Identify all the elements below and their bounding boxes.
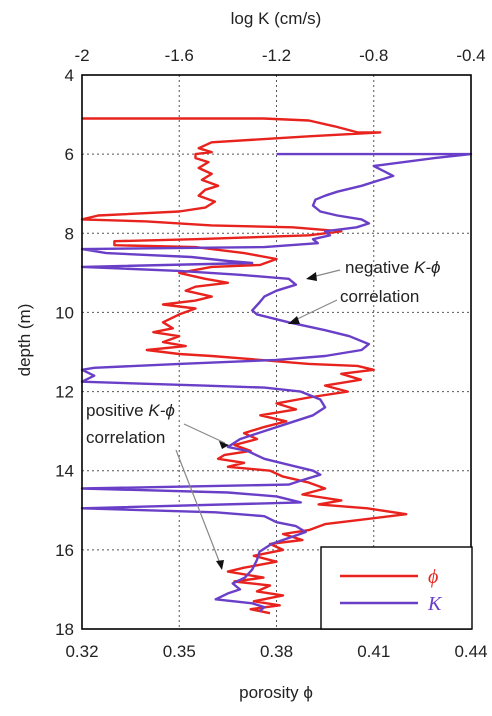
bottom-tick-labels: 0.32 0.35 0.38 0.41 0.44	[65, 642, 487, 661]
y-tick-label: 10	[55, 303, 74, 322]
left-tick-labels: 4 6 8 10 12 14 16 18	[55, 66, 74, 639]
y-tick-label: 14	[55, 462, 74, 481]
annotation-positive: positive K-ϕ correlation	[86, 401, 229, 570]
annotation-negative: negative K-ϕ correlation	[288, 258, 440, 324]
top-tick-label: -2	[74, 46, 89, 65]
y-axis-title: depth (m)	[15, 304, 34, 377]
plot-frame	[81, 74, 472, 630]
grid	[82, 75, 471, 629]
arrowhead-icon	[216, 560, 224, 570]
annotation-negative-line2: correlation	[340, 287, 419, 306]
y-tick-label: 16	[55, 541, 74, 560]
bottom-tick-label: 0.38	[260, 642, 293, 661]
top-tick-labels: -2 -1.6 -1.2 -0.8 -0.4	[74, 46, 485, 65]
y-tick-label: 4	[65, 66, 74, 85]
annotation-negative-line1: negative K-ϕ	[345, 258, 440, 277]
bottom-tick-label: 0.35	[163, 642, 196, 661]
y-tick-label: 6	[65, 145, 74, 164]
series-k-line	[80, 152, 473, 613]
top-axis-title: log K (cm/s)	[231, 9, 322, 28]
series-phi-line	[80, 117, 408, 615]
arrowhead-icon	[306, 272, 317, 281]
annotation-arrow	[183, 423, 226, 444]
legend-k-label: K	[427, 593, 443, 615]
legend-phi-label: ϕ	[428, 566, 438, 588]
bottom-tick-label: 0.41	[357, 642, 390, 661]
legend: ϕ K	[320, 546, 473, 630]
annotation-arrow	[175, 449, 222, 567]
annotation-arrow	[290, 299, 338, 323]
bottom-axis-title: porosity ϕ	[239, 683, 313, 702]
series-layer	[80, 117, 473, 615]
arrowhead-icon	[288, 316, 300, 324]
y-tick-label: 12	[55, 383, 74, 402]
bottom-tick-label: 0.44	[454, 642, 487, 661]
top-tick-label: -0.4	[456, 46, 485, 65]
y-tick-label: 18	[55, 620, 74, 639]
top-tick-label: -1.2	[262, 46, 291, 65]
legend-box	[320, 546, 473, 630]
annotation-positive-line1: positive K-ϕ	[86, 401, 175, 420]
bottom-tick-label: 0.32	[65, 642, 98, 661]
y-tick-label: 8	[65, 224, 74, 243]
top-tick-label: -0.8	[359, 46, 388, 65]
arrowhead-icon	[219, 441, 229, 449]
annotation-positive-line2: correlation	[86, 428, 165, 447]
top-tick-label: -1.6	[165, 46, 194, 65]
